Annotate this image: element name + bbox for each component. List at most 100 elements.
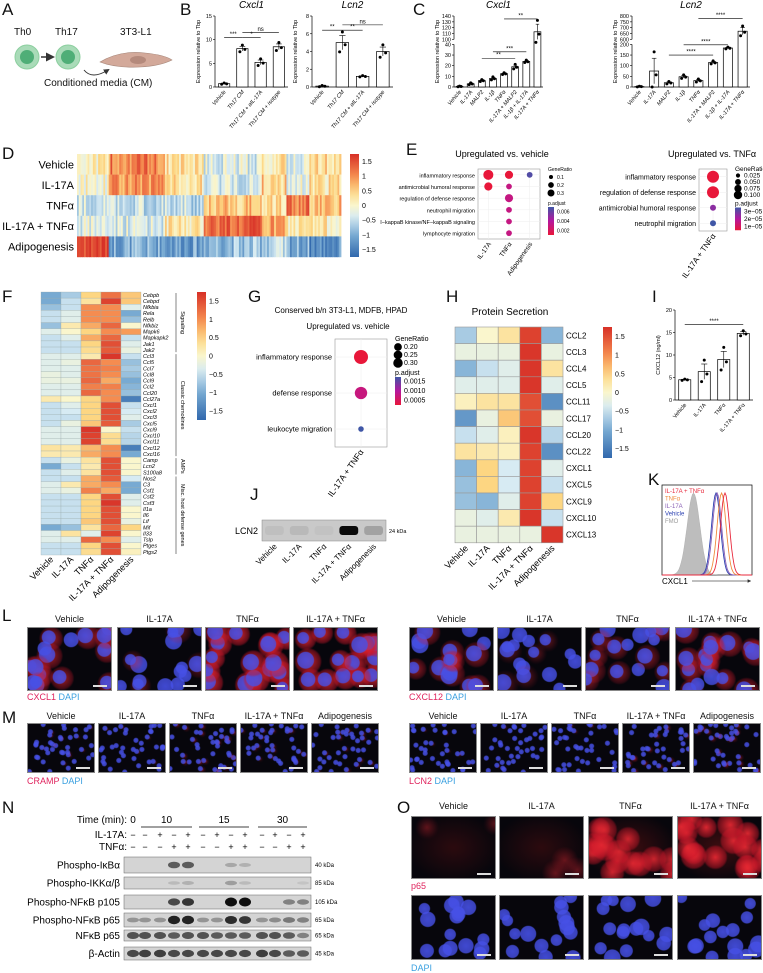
- blot-band: [127, 917, 139, 923]
- heatmap-cell: [154, 174, 157, 196]
- condition-title: IL-17A: [500, 711, 528, 721]
- heatmap-cell: [106, 195, 110, 216]
- heatmap-cell: [205, 215, 208, 237]
- heatmap-cell: [99, 236, 103, 258]
- significance-label: ns: [257, 27, 263, 33]
- colorbar-tick-label: 0.5: [615, 371, 625, 378]
- heatmap-cell: [247, 174, 250, 196]
- heatmap-cell: [228, 195, 231, 216]
- heatmap-cell: [330, 195, 333, 216]
- heatmap-cell: [200, 154, 203, 175]
- heatmap-cell: [85, 236, 88, 258]
- heatmap-cell: [305, 195, 308, 216]
- heatmap-cell: [120, 450, 142, 458]
- micrograph: [588, 816, 673, 879]
- blot-band: [297, 932, 309, 939]
- bar: [522, 61, 531, 88]
- legend-size-dot: [735, 173, 741, 178]
- gene-label: Mapk6: [143, 330, 160, 336]
- enrichment-dot: [354, 350, 368, 364]
- heatmap-cell: [282, 195, 286, 216]
- data-point: [680, 378, 684, 382]
- heatmap-cell: [120, 395, 142, 403]
- heatmap-cell: [454, 359, 477, 378]
- heatmap-cell: [323, 195, 326, 216]
- protein-label: Phospho-NFκB p65: [33, 916, 121, 927]
- heatmap-cell: [152, 174, 155, 196]
- x-tick-label: TNFα: [688, 89, 702, 104]
- heatmap-cell: [180, 195, 183, 216]
- blot-band: [225, 897, 237, 907]
- il17a-sign: −: [142, 830, 147, 840]
- heatmap-cell: [165, 215, 168, 237]
- scale-bar: [475, 685, 489, 687]
- heatmap-cell: [89, 154, 92, 175]
- scale-bar: [565, 954, 579, 956]
- panel-label-f: F: [2, 287, 13, 306]
- panel-label-g: G: [248, 287, 262, 306]
- heatmap-cell: [120, 548, 142, 556]
- heatmap-cell: [80, 174, 83, 196]
- heatmap-cell: [203, 195, 206, 216]
- heatmap-cell: [245, 154, 249, 175]
- heatmap-cell: [254, 195, 257, 216]
- heatmap-cell: [149, 154, 152, 175]
- heatmap-cell: [288, 174, 291, 196]
- heatmap-cell: [143, 215, 147, 237]
- heatmap-cell: [159, 215, 162, 237]
- heatmap-cell: [173, 174, 176, 196]
- y-tick-label: 120: [442, 26, 451, 32]
- condition-title: TNFα: [191, 711, 215, 721]
- heatmap-cell: [223, 154, 226, 175]
- heatmap-cell: [260, 236, 263, 258]
- heatmap-cell: [454, 476, 477, 494]
- heatmap-cell: [217, 195, 220, 216]
- heatmap-cell: [184, 195, 187, 216]
- heatmap-cell: [40, 291, 62, 299]
- micrograph: [693, 723, 761, 773]
- heatmap-cell: [260, 174, 263, 196]
- tnfa-sign: −: [130, 842, 135, 852]
- y-tick-label: 8: [306, 14, 309, 20]
- data-point: [523, 61, 527, 65]
- histogram-frame: [661, 484, 753, 576]
- heatmap-cell: [284, 154, 287, 175]
- data-point: [220, 82, 224, 86]
- heatmap-cell: [265, 236, 268, 258]
- heatmap-cell: [177, 154, 180, 175]
- heatmap-cell: [268, 236, 271, 258]
- heatmap-cell: [288, 236, 291, 258]
- heatmap-cell: [297, 154, 300, 175]
- heatmap-cell: [235, 154, 238, 175]
- heatmap-cell: [120, 493, 142, 501]
- heatmap-cell: [205, 174, 208, 196]
- data-point: [320, 83, 324, 87]
- heatmap-cell: [40, 322, 62, 329]
- legend-title: p.adjust: [735, 201, 758, 208]
- heatmap-cell: [212, 154, 215, 175]
- heatmap-cell: [40, 475, 62, 482]
- term-label: inflammatory response: [419, 173, 475, 179]
- legend-size-dot: [394, 343, 402, 351]
- heatmap-cell: [100, 395, 122, 403]
- heatmap-cell: [216, 174, 219, 196]
- heatmap-cell: [120, 365, 142, 372]
- heatmap-cell: [150, 154, 154, 175]
- heatmap-cell: [217, 236, 220, 258]
- heatmap-cell: [198, 236, 201, 258]
- chart-title: Cxcl1: [486, 0, 511, 11]
- heatmap-cell: [100, 310, 122, 317]
- y-tick-label: 100: [620, 64, 629, 70]
- heatmap-cell: [60, 444, 82, 452]
- heatmap-cell: [519, 492, 542, 510]
- red-channel-label: CXCL12: [409, 692, 446, 702]
- heatmap-cell: [191, 236, 194, 258]
- heatmap-cell: [119, 174, 122, 196]
- heatmap-cell: [335, 195, 338, 216]
- heatmap-cell: [312, 195, 315, 216]
- heatmap-cell: [124, 195, 127, 216]
- colorbar-tick-label: 0.5: [362, 188, 372, 195]
- heatmap-cell: [117, 154, 120, 175]
- heatmap-cell: [519, 459, 542, 477]
